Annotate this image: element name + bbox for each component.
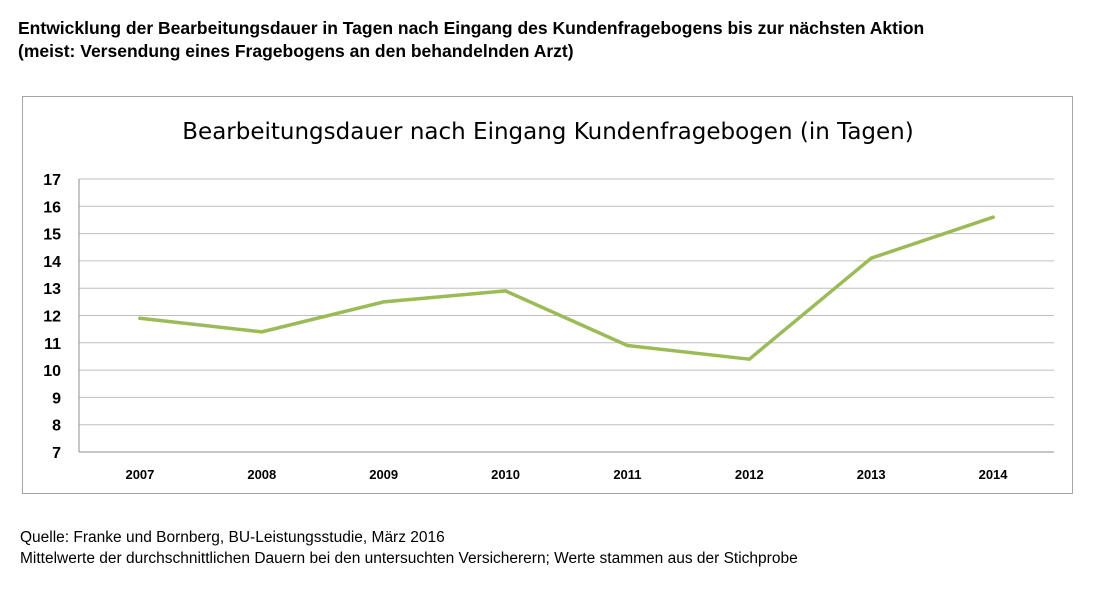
data-point — [138, 316, 142, 320]
y-tick-label: 12 — [43, 309, 61, 326]
y-tick-label: 15 — [43, 227, 61, 244]
heading-line-2: (meist: Versendung eines Fragebogens an … — [18, 41, 574, 61]
page-heading: Entwicklung der Bearbeitungsdauer in Tag… — [18, 17, 1093, 63]
method-note: Mittelwerte der durchschnittlichen Dauer… — [20, 550, 798, 567]
data-point — [503, 289, 508, 293]
data-point — [260, 330, 264, 334]
data-point — [381, 300, 386, 304]
y-tick-label: 7 — [52, 445, 61, 462]
chart-title: Bearbeitungsdauer nach Eingang Kundenfra… — [182, 119, 913, 145]
y-tick-label: 13 — [43, 281, 61, 298]
x-tick-label: 2008 — [247, 467, 276, 482]
y-tick-label: 11 — [44, 336, 61, 353]
y-tick-label: 8 — [52, 418, 61, 435]
x-tick-label: 2010 — [491, 467, 520, 482]
chart-container: Bearbeitungsdauer nach Eingang Kundenfra… — [22, 96, 1073, 494]
data-point — [625, 343, 630, 348]
y-tick-label: 16 — [43, 199, 61, 216]
y-tick-label: 9 — [52, 390, 61, 407]
x-tick-label: 2009 — [369, 467, 398, 482]
heading-line-1: Entwicklung der Bearbeitungsdauer in Tag… — [18, 18, 925, 38]
x-tick-label: 2013 — [857, 467, 886, 482]
chart-footer: Quelle: Franke und Bornberg, BU-Leistung… — [20, 527, 798, 569]
x-tick-label: 2014 — [979, 467, 1009, 482]
y-tick-label: 14 — [43, 254, 61, 271]
data-point — [991, 215, 995, 219]
data-point — [869, 256, 873, 260]
x-tick-label: 2007 — [125, 467, 154, 482]
data-point — [747, 357, 752, 361]
y-tick-label: 10 — [43, 363, 61, 380]
line-chart: Bearbeitungsdauer nach Eingang Kundenfra… — [43, 119, 1054, 482]
series-line — [138, 215, 995, 361]
x-tick-label: 2011 — [613, 467, 641, 482]
y-tick-label: 17 — [43, 172, 61, 189]
source-note: Quelle: Franke und Bornberg, BU-Leistung… — [20, 529, 445, 546]
x-tick-label: 2012 — [735, 467, 764, 482]
